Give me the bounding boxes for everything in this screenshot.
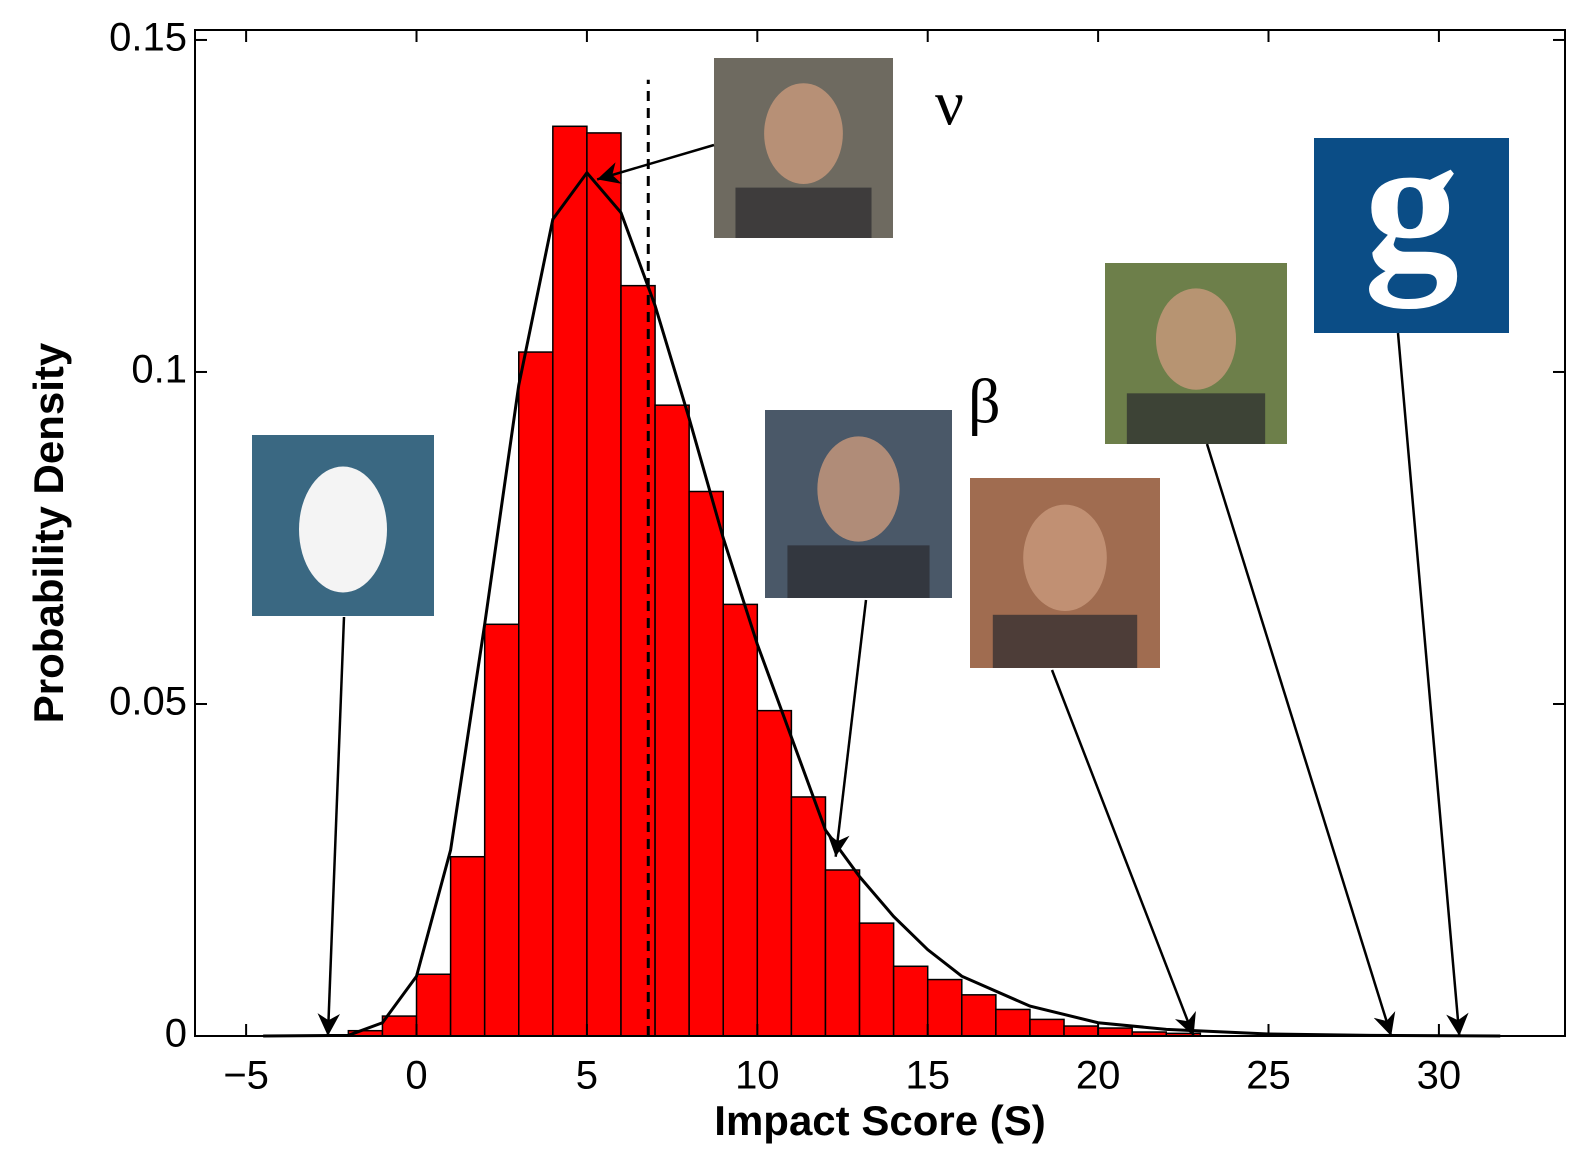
x-tick-label: 25 [1246, 1054, 1291, 1098]
face [817, 436, 900, 542]
x-tick-label: 5 [576, 1054, 598, 1098]
logo-letter: g [1364, 99, 1459, 309]
profile-picture [1314, 138, 1509, 333]
bar [654, 404, 690, 1037]
shoulders [735, 187, 872, 238]
bar [518, 351, 554, 1037]
bar [1097, 1027, 1133, 1037]
x-axis-label: Impact Score (S) [714, 1097, 1045, 1144]
bar [688, 490, 724, 1037]
bar [961, 994, 997, 1037]
pointer-arrow [827, 599, 868, 857]
bar [381, 1015, 418, 1037]
bar [1063, 1025, 1099, 1037]
bar [756, 709, 793, 1037]
bar [483, 623, 520, 1037]
shoulders [787, 545, 930, 598]
x-tick-label: 30 [1417, 1054, 1462, 1098]
bar [620, 284, 656, 1037]
face [764, 83, 843, 184]
x-tick-label: −5 [223, 1054, 269, 1098]
y-axis-label: Probability Density [25, 342, 72, 723]
fit-curve [263, 170, 1501, 1038]
pointer-arrow [317, 616, 346, 1037]
bar [586, 132, 622, 1037]
x-tick-label: 20 [1076, 1054, 1121, 1098]
bar [449, 855, 486, 1037]
annotation-label: ν [935, 68, 964, 139]
bar [722, 603, 759, 1037]
x-tick-label: 0 [405, 1054, 427, 1098]
annotation-label: β [968, 366, 1001, 437]
y-tick-label: 0.15 [109, 16, 187, 60]
bar [824, 869, 861, 1037]
pointer-arrow [1050, 669, 1196, 1037]
bar [552, 125, 588, 1037]
pointer-arrow [596, 143, 715, 184]
y-tick-label: 0 [165, 1012, 187, 1056]
plot-frame [194, 29, 1566, 1037]
bar [926, 978, 963, 1037]
face [1155, 288, 1237, 390]
pointer-arrow [1205, 443, 1396, 1037]
shoulders [1126, 393, 1266, 444]
x-tick-label: 15 [905, 1054, 950, 1098]
bar [858, 922, 895, 1037]
y-tick-label: 0.1 [131, 348, 187, 392]
egg-icon [299, 466, 387, 593]
bar [995, 1008, 1031, 1037]
bar [790, 796, 827, 1037]
x-tick-label: 10 [735, 1054, 780, 1098]
bar [415, 973, 452, 1037]
bar [1029, 1018, 1065, 1037]
face [1023, 504, 1107, 611]
pointer-arrow [1396, 332, 1469, 1037]
bar [892, 965, 929, 1037]
shoulders [992, 614, 1138, 668]
y-tick-label: 0.05 [109, 680, 187, 724]
